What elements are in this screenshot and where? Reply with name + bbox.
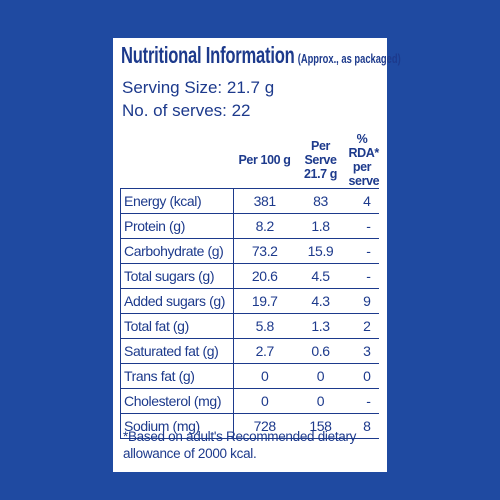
nutrient-value: 19.7 xyxy=(233,288,296,314)
nutrient-value: 83 xyxy=(295,188,346,214)
table-row: Added sugars (g) 19.7 4.3 9 xyxy=(120,288,379,314)
nutrient-value: 73.2 xyxy=(233,238,296,264)
nutrient-value: - xyxy=(345,238,379,264)
nutrient-value: 9 xyxy=(345,288,379,314)
table-row: Total fat (g) 5.8 1.3 2 xyxy=(120,313,379,339)
nutrition-panel: Nutritional Information (Approx., as pac… xyxy=(113,38,401,472)
nutrient-label: Energy (kcal) xyxy=(120,188,234,214)
nutrient-value: 1.3 xyxy=(295,313,346,339)
nutrient-value: 0 xyxy=(233,363,296,389)
nutrient-label: Saturated fat (g) xyxy=(120,338,234,364)
nutrient-value: - xyxy=(345,388,379,414)
table-row: Energy (kcal) 381 83 4 xyxy=(120,188,379,214)
column-header: Per Serve 21.7 g xyxy=(295,132,346,189)
nutrient-value: 728 xyxy=(233,413,296,439)
footnote: *Based on adult's Recommended dietary al… xyxy=(123,429,357,461)
nutrient-value: 4.5 xyxy=(295,263,346,289)
nutrient-value: 2.7 xyxy=(233,338,296,364)
table-row: Sodium (mg) 728 158 8 xyxy=(120,413,379,439)
column-header: % RDA* per serve xyxy=(345,132,380,189)
table-row: Cholesterol (mg) 0 0- xyxy=(120,388,379,414)
table-row: Trans fat (g) 0 0 0 xyxy=(120,363,379,389)
nutrient-label: Total sugars (g) xyxy=(120,263,234,289)
nutrient-value: 0 xyxy=(295,363,346,389)
nutrient-value: 0.6 xyxy=(295,338,346,364)
table-row: Total sugars (g) 20.6 4.5- xyxy=(120,263,379,289)
nutrient-value: - xyxy=(345,213,379,239)
nutrient-value: 1.8 xyxy=(295,213,346,239)
nutrient-value: 20.6 xyxy=(233,263,296,289)
nutrient-value: 5.8 xyxy=(233,313,296,339)
nutrient-label: Sodium (mg) xyxy=(120,413,234,439)
header-row: Per 100 g Per Serve 21.7 g % RDA* per se… xyxy=(120,132,380,189)
nutrient-value: 8 xyxy=(345,413,379,439)
nutrient-label: Trans fat (g) xyxy=(120,363,234,389)
title-block: Nutritional Information (Approx., as pac… xyxy=(121,42,401,69)
serving-size: Serving Size: 21.7 g xyxy=(122,78,275,97)
nutrient-value: 0 xyxy=(345,363,379,389)
column-header: Per 100 g xyxy=(233,132,296,189)
nutrient-value: 158 xyxy=(295,413,346,439)
nutrient-value: 0 xyxy=(233,388,296,414)
nutrient-value: 15.9 xyxy=(295,238,346,264)
nutrient-value: - xyxy=(345,263,379,289)
table-row: Carbohydrate (g) 73.2 15.9- xyxy=(120,238,379,264)
nutrient-label: Total fat (g) xyxy=(120,313,234,339)
nutrient-value: 2 xyxy=(345,313,379,339)
nutrient-label: Added sugars (g) xyxy=(120,288,234,314)
nutrient-value: 4 xyxy=(345,188,379,214)
table-row: Protein (g) 8.2 1.8- xyxy=(120,213,379,239)
table-row: Saturated fat (g) 2.7 0.6 3 xyxy=(120,338,379,364)
nutrient-value: 8.2 xyxy=(233,213,296,239)
title-note: (Approx., as packaged) xyxy=(297,51,401,66)
nutrient-value: 0 xyxy=(295,388,346,414)
nutrient-value: 3 xyxy=(345,338,379,364)
nutrient-label: Cholesterol (mg) xyxy=(120,388,234,414)
nutrition-table: Per 100 g Per Serve 21.7 g % RDA* per se… xyxy=(120,132,380,439)
nutrient-label: Protein (g) xyxy=(120,213,234,239)
nutrient-value: 381 xyxy=(233,188,296,214)
nutrient-value: 4.3 xyxy=(295,288,346,314)
title: Nutritional Information xyxy=(121,42,295,68)
serves: No. of serves: 22 xyxy=(122,101,251,120)
nutrient-label: Carbohydrate (g) xyxy=(120,238,234,264)
